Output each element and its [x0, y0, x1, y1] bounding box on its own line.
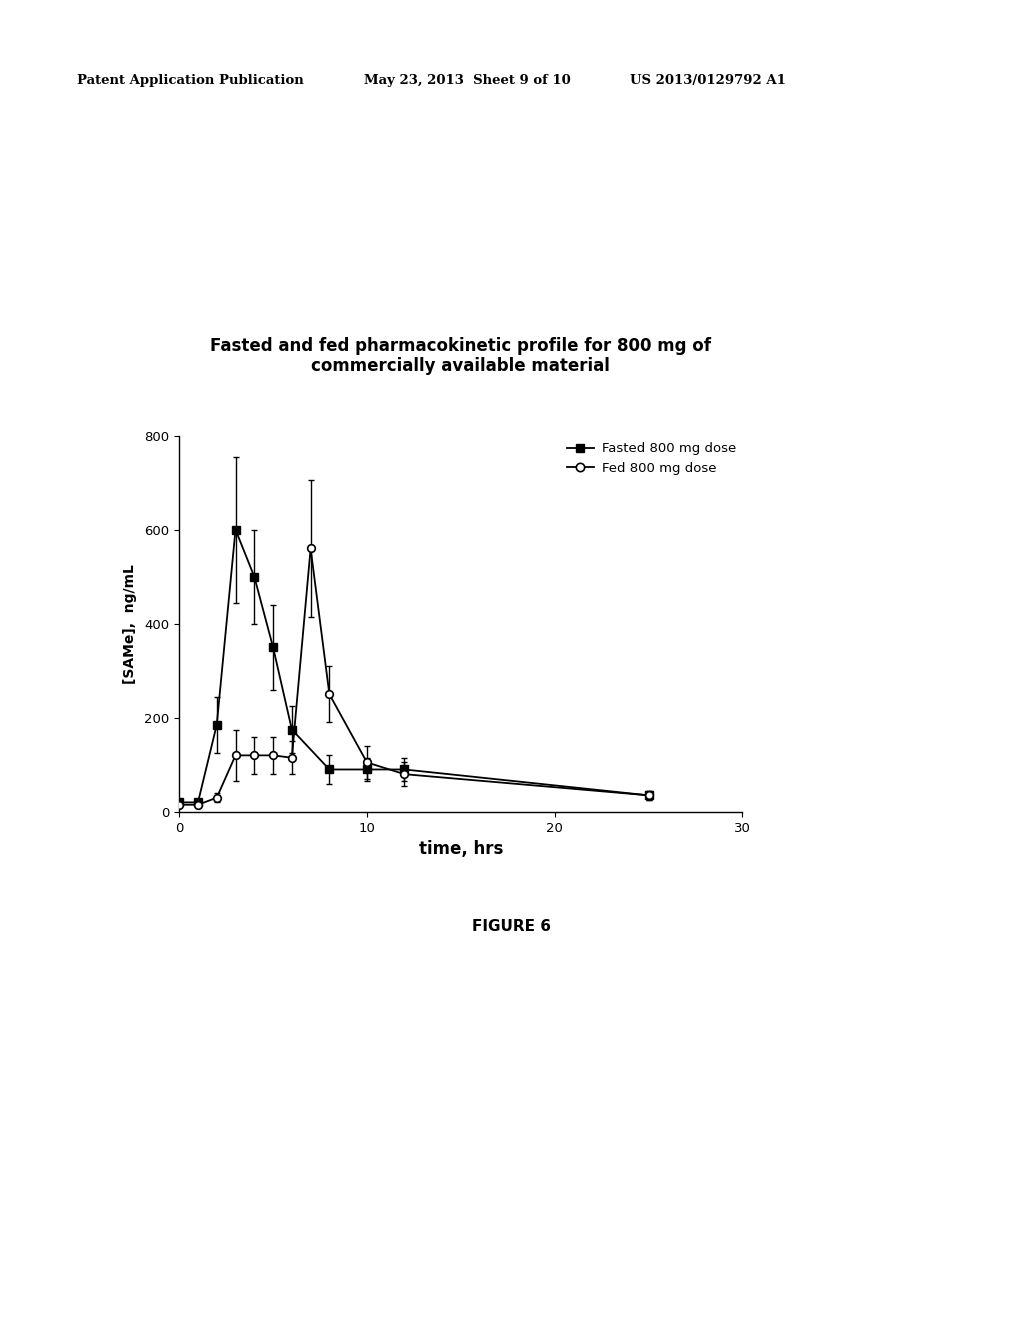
- X-axis label: time, hrs: time, hrs: [419, 840, 503, 858]
- Legend: Fasted 800 mg dose, Fed 800 mg dose: Fasted 800 mg dose, Fed 800 mg dose: [567, 442, 736, 475]
- Text: Fasted and fed pharmacokinetic profile for 800 mg of
commercially available mate: Fasted and fed pharmacokinetic profile f…: [210, 337, 712, 375]
- Text: Patent Application Publication: Patent Application Publication: [77, 74, 303, 87]
- Text: FIGURE 6: FIGURE 6: [472, 919, 552, 933]
- Y-axis label: [SAMe],  ng/mL: [SAMe], ng/mL: [123, 564, 137, 684]
- Text: US 2013/0129792 A1: US 2013/0129792 A1: [630, 74, 785, 87]
- Text: May 23, 2013  Sheet 9 of 10: May 23, 2013 Sheet 9 of 10: [364, 74, 570, 87]
